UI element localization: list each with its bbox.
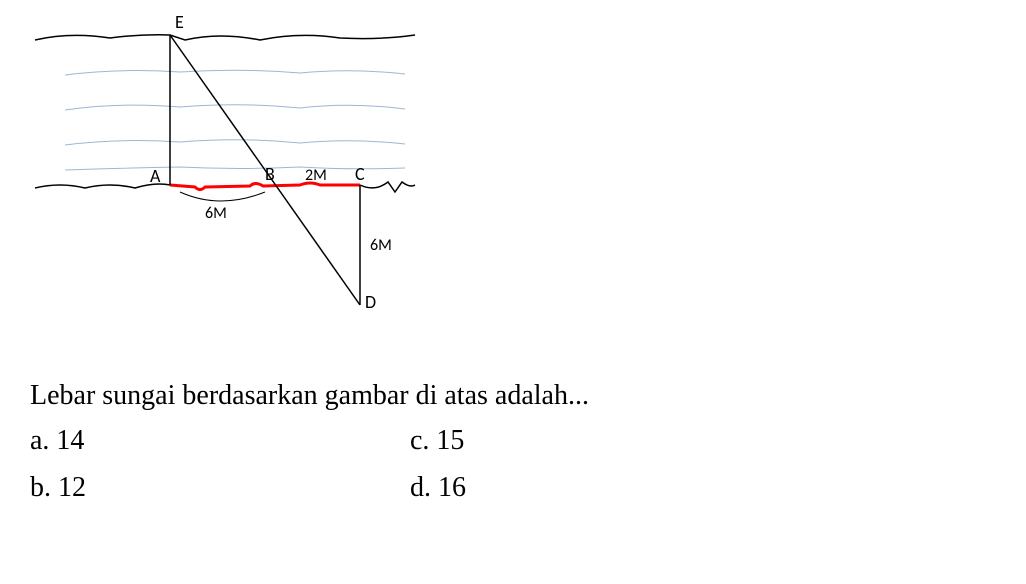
- top-bank-line: [35, 35, 415, 40]
- question-text: Lebar sungai berdasarkan gambar di atas …: [30, 380, 589, 412]
- point-label-e: E: [175, 11, 184, 33]
- options-container: a. 14 c. 15 b. 12 d. 16: [30, 425, 730, 519]
- point-label-c: C: [355, 163, 365, 185]
- geometry-diagram: E A B C D 6M 2M 6M: [20, 10, 520, 360]
- measure-label-ab: 6M: [205, 204, 227, 223]
- point-label-a: A: [150, 165, 161, 187]
- water-line: [65, 70, 405, 75]
- measure-label-cd: 6M: [370, 236, 392, 255]
- measure-arc-ab: [180, 192, 265, 201]
- option-a: a. 14: [30, 425, 410, 457]
- water-line: [65, 140, 405, 145]
- option-b: b. 12: [30, 472, 410, 504]
- option-c: c. 15: [410, 425, 464, 457]
- bottom-bank-right: [360, 182, 415, 192]
- water-line: [65, 167, 405, 170]
- point-label-d: D: [365, 291, 376, 313]
- option-d: d. 16: [410, 472, 466, 504]
- point-label-b: B: [265, 163, 275, 185]
- measure-label-bc: 2M: [305, 166, 327, 185]
- water-line: [65, 105, 405, 110]
